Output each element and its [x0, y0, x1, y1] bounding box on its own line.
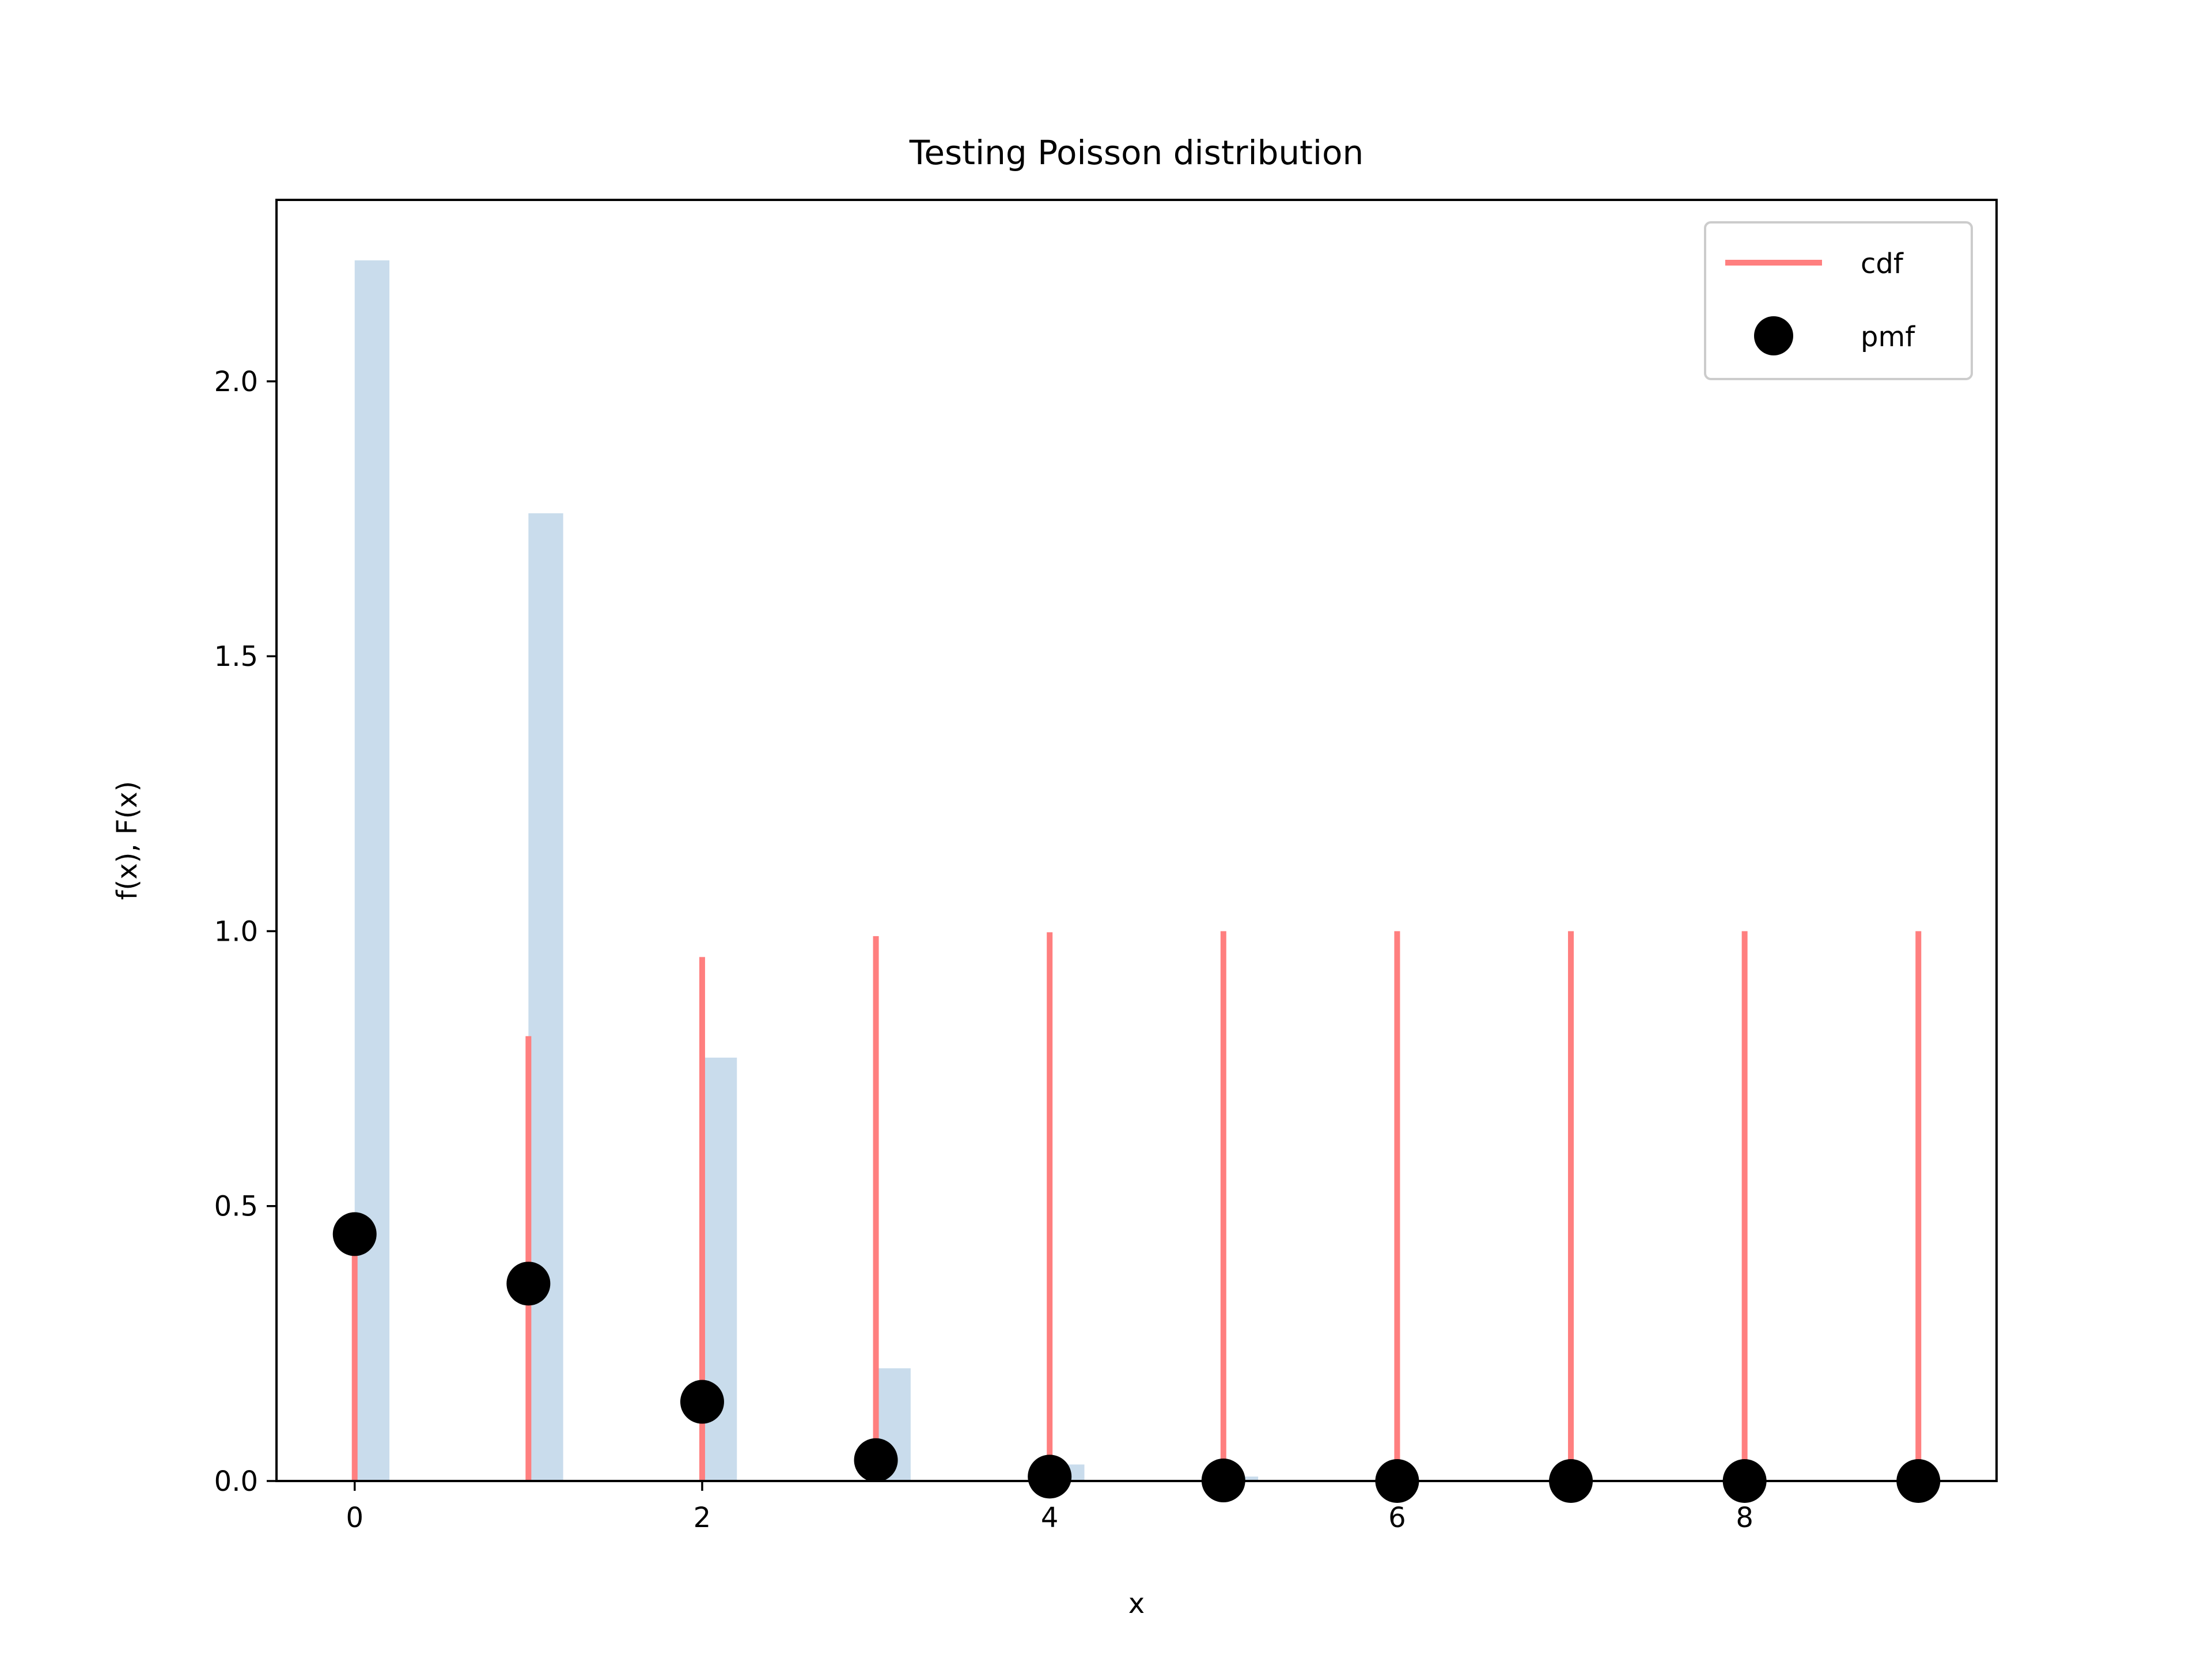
- legend-pmf-swatch: [1754, 316, 1793, 355]
- pmf-point-1: [506, 1262, 551, 1306]
- pmf-point-3: [854, 1438, 898, 1482]
- y-tick-label-2: 1.0: [214, 915, 258, 948]
- axes-frame: [275, 199, 1998, 1482]
- x-tick-label-1: 2: [694, 1502, 711, 1534]
- legend-pmf-label: pmf: [1861, 321, 1915, 353]
- x-tick-label-3: 6: [1388, 1502, 1406, 1534]
- x-tick-label-0: 0: [346, 1502, 363, 1534]
- histogram-bar-1: [528, 513, 563, 1482]
- histogram-bar-0: [354, 260, 390, 1482]
- y-tick-label-1: 0.5: [214, 1191, 258, 1223]
- y-tick-label-4: 2.0: [214, 366, 258, 398]
- axis-ticks: 0 2 4 6 8 0.0 0.5 1.0 1.5 2.0: [214, 366, 1753, 1534]
- legend-cdf-label: cdf: [1861, 248, 1904, 280]
- x-tick-label-2: 4: [1041, 1502, 1059, 1534]
- y-tick-label-3: 1.5: [214, 641, 258, 673]
- x-tick-label-4: 8: [1736, 1502, 1753, 1534]
- pmf-point-0: [332, 1212, 377, 1256]
- legend: cdf pmf: [1704, 221, 1973, 380]
- pmf-point-4: [1028, 1455, 1072, 1499]
- y-axis-label: f(x), F(x): [111, 781, 143, 900]
- plot-area: [332, 260, 1941, 1503]
- y-tick-label-0: 0.0: [214, 1465, 258, 1498]
- legend-box: [1704, 221, 1973, 380]
- x-axis-label: x: [1128, 1588, 1145, 1620]
- pmf-point-2: [680, 1380, 724, 1424]
- chart-title: Testing Poisson distribution: [909, 133, 1364, 172]
